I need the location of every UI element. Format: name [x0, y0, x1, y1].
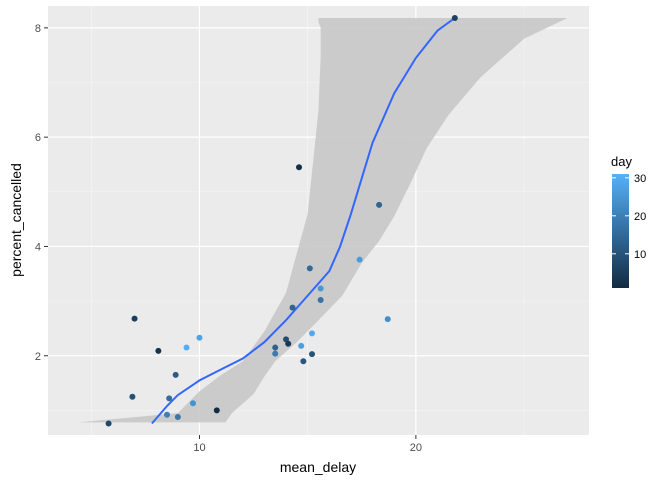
data-point	[166, 395, 173, 402]
data-point	[296, 164, 303, 171]
data-point	[309, 330, 316, 337]
y-axis-title: percent_cancelled	[8, 163, 24, 277]
data-point	[306, 265, 313, 272]
data-point	[317, 285, 324, 292]
y-axis-ticks: 2 4 6 8	[35, 23, 48, 363]
data-point	[172, 371, 179, 378]
data-point	[129, 393, 136, 400]
data-point	[300, 358, 307, 365]
legend-ticks: 10 20 30	[612, 173, 646, 261]
data-point	[272, 350, 279, 357]
confidence-ribbon	[78, 18, 568, 423]
data-point	[289, 304, 296, 311]
y-tick-label: 2	[35, 351, 41, 363]
legend-tick-label: 20	[634, 211, 646, 223]
legend: day 10 20 30	[611, 154, 646, 288]
y-tick-label: 8	[35, 23, 41, 35]
data-point	[272, 344, 279, 351]
x-tick-label: 20	[410, 442, 422, 454]
data-point	[309, 351, 316, 358]
data-point	[183, 344, 190, 351]
data-point	[105, 420, 112, 427]
data-point	[376, 201, 383, 208]
legend-tick-label: 30	[634, 173, 646, 185]
y-tick-label: 6	[35, 132, 41, 144]
data-point	[131, 315, 138, 322]
data-point	[213, 407, 220, 414]
data-point	[164, 411, 171, 418]
data-point	[155, 347, 162, 354]
data-point	[356, 256, 363, 263]
data-point	[384, 316, 391, 323]
smooth-line	[151, 17, 456, 425]
legend-title: day	[611, 154, 632, 169]
legend-colorbar	[612, 174, 629, 288]
scatter-points	[105, 15, 458, 427]
data-point	[174, 413, 181, 420]
data-point	[189, 400, 196, 407]
x-axis-title: mean_delay	[280, 459, 356, 475]
data-point	[196, 334, 203, 341]
x-axis-ticks: 10 20	[193, 435, 422, 454]
data-point	[285, 340, 292, 347]
y-tick-label: 4	[35, 241, 41, 253]
legend-tick-label: 10	[634, 249, 646, 261]
x-tick-label: 10	[193, 442, 205, 454]
data-point	[317, 297, 324, 304]
data-point	[298, 342, 305, 349]
data-point	[451, 15, 458, 22]
